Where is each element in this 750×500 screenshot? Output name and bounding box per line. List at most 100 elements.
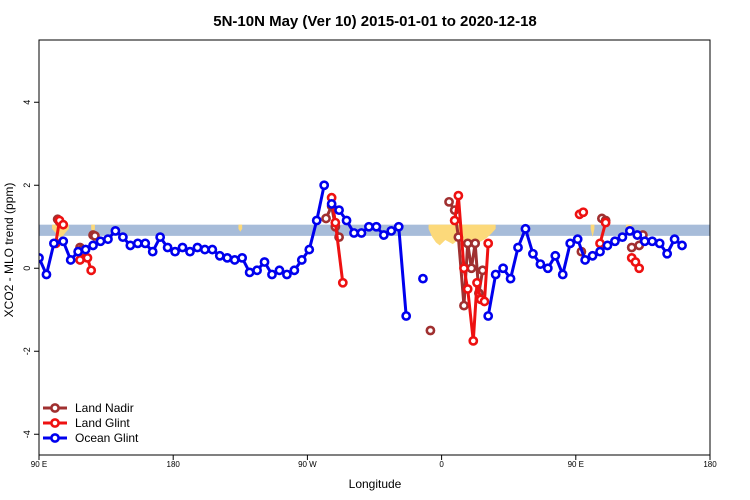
data-point	[341, 215, 352, 226]
data-point	[80, 244, 91, 255]
data-point	[371, 221, 382, 232]
series-ocean-glint	[39, 180, 687, 321]
data-point	[498, 263, 509, 274]
data-point	[304, 244, 315, 255]
data-point	[449, 215, 460, 226]
data-point	[90, 230, 100, 241]
data-point	[170, 246, 180, 257]
data-point	[155, 232, 166, 243]
data-point	[595, 238, 605, 249]
data-point	[88, 240, 98, 251]
data-point	[132, 238, 143, 249]
data-point	[459, 300, 469, 311]
data-point	[490, 269, 501, 280]
y-tick-label: -4	[22, 430, 32, 438]
data-point	[73, 246, 84, 257]
data-point	[468, 335, 479, 346]
x-tick-label: 90 W	[298, 460, 317, 469]
data-point	[505, 273, 516, 284]
data-point	[110, 225, 121, 236]
chart-title: 5N-10N May (Ver 10) 2015-01-01 to 2020-1…	[213, 13, 537, 30]
data-point	[466, 263, 477, 274]
data-point	[349, 228, 359, 238]
data-point	[222, 252, 233, 263]
data-point	[610, 236, 620, 247]
data-point	[580, 255, 591, 265]
data-point	[41, 269, 52, 280]
data-point	[654, 238, 665, 249]
legend-item: Land Nadir	[43, 401, 134, 415]
legend-swatch-marker	[50, 418, 60, 428]
data-point	[274, 265, 285, 276]
series-land-glint	[50, 190, 645, 346]
data-point	[49, 238, 59, 249]
data-point	[418, 273, 428, 284]
x-axis-label: Longitude	[349, 477, 402, 491]
legend-swatch-marker	[50, 403, 60, 413]
data-point	[626, 242, 637, 253]
y-axis-label: XCO2 - MLO trend (ppm)	[2, 183, 16, 318]
data-point	[117, 232, 128, 243]
data-point	[259, 257, 270, 267]
data-point	[356, 228, 367, 238]
data-point	[535, 259, 546, 269]
data-point	[334, 205, 344, 216]
data-point	[386, 225, 397, 236]
data-point	[472, 277, 482, 288]
data-point	[677, 240, 687, 251]
data-point	[550, 250, 561, 261]
legend-label: Land Nadir	[75, 401, 134, 415]
data-point	[513, 242, 523, 253]
data-point	[319, 180, 330, 191]
data-point	[58, 236, 69, 247]
x-tick-label: 90 E	[31, 460, 47, 469]
plot-frame	[38, 39, 711, 456]
y-tick-label: -2	[22, 347, 32, 355]
data-point	[565, 238, 576, 249]
legend-label: Land Glint	[75, 416, 130, 430]
data-point	[470, 238, 481, 249]
data-point	[199, 244, 210, 255]
data-point	[58, 219, 69, 230]
data-point	[192, 242, 203, 253]
x-axis: 90 E 180 90 W 0 90 E 180	[31, 455, 717, 469]
data-point	[453, 190, 464, 201]
legend-item: Land Glint	[43, 416, 130, 430]
data-point	[321, 213, 331, 224]
data-point	[557, 269, 568, 280]
data-point	[378, 230, 389, 240]
x-tick-label: 90 E	[568, 460, 584, 469]
data-point	[459, 263, 469, 274]
data-point	[162, 242, 173, 253]
data-point	[140, 238, 151, 249]
data-point	[125, 240, 136, 251]
data-point	[425, 325, 436, 336]
data-point	[229, 255, 240, 265]
data-point	[393, 221, 404, 232]
data-point	[75, 255, 85, 265]
data-point	[95, 236, 106, 247]
data-point	[444, 196, 454, 207]
data-point	[281, 269, 292, 280]
data-point	[185, 246, 195, 257]
data-point	[647, 236, 658, 247]
data-point	[296, 255, 307, 265]
y-axis: -4 -2 0 2 4	[22, 100, 39, 438]
data-point	[244, 267, 255, 278]
land-mask-patch	[91, 224, 95, 236]
x-tick-label: 0	[439, 460, 444, 469]
data-point	[479, 296, 490, 307]
data-point	[669, 234, 680, 245]
data-point	[311, 215, 322, 226]
data-point	[462, 284, 473, 294]
land-mask-patch	[590, 224, 595, 238]
data-point	[86, 265, 97, 276]
data-point	[639, 236, 650, 247]
x-tick-label: 180	[167, 460, 181, 469]
data-point	[82, 252, 93, 263]
data-point	[267, 269, 277, 280]
data-point	[252, 265, 262, 276]
legend-label: Ocean Glint	[75, 431, 139, 445]
